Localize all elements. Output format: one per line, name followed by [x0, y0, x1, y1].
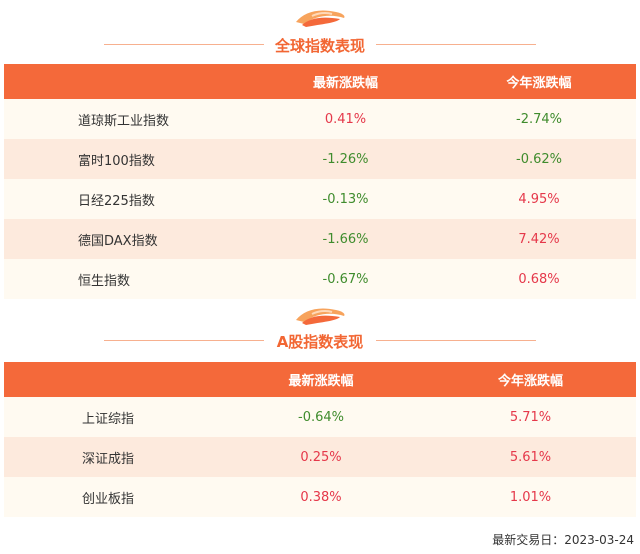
column-header-ytd: 今年涨跌幅	[442, 64, 636, 99]
index-name-cell: 日经225指数	[4, 179, 249, 219]
latest-change-cell: 0.25%	[217, 437, 425, 477]
index-name-cell: 恒生指数	[4, 259, 249, 299]
table-header-row: 最新涨跌幅 今年涨跌幅	[4, 362, 636, 397]
table-row: 深证成指 0.25% 5.61%	[4, 437, 636, 477]
latest-change-cell: -0.64%	[217, 397, 425, 437]
global-index-header: 全球指数表现	[4, 0, 636, 55]
column-header-ytd: 今年涨跌幅	[425, 362, 636, 397]
latest-change-cell: -0.67%	[249, 259, 442, 299]
ytd-change-cell: 0.68%	[442, 259, 636, 299]
global-index-title: 全球指数表现	[274, 37, 365, 55]
index-name-cell: 深证成指	[4, 437, 217, 477]
title-divider-left	[104, 340, 264, 341]
index-name-cell: 上证综指	[4, 397, 217, 437]
index-name-cell: 创业板指	[4, 477, 217, 517]
ytd-change-cell: 5.71%	[425, 397, 636, 437]
title-divider-right	[376, 340, 536, 341]
latest-change-cell: -1.66%	[249, 219, 442, 259]
ytd-change-cell: 4.95%	[442, 179, 636, 219]
latest-change-cell: 0.38%	[217, 477, 425, 517]
table-row: 日经225指数 -0.13% 4.95%	[4, 179, 636, 219]
latest-change-cell: -0.13%	[249, 179, 442, 219]
table-header-row: 最新涨跌幅 今年涨跌幅	[4, 64, 636, 99]
title-divider-right	[376, 44, 536, 45]
global-index-table: 最新涨跌幅 今年涨跌幅 道琼斯工业指数 0.41% -2.74% 富时100指数 -1.…	[4, 64, 636, 299]
orange-swirl-logo-icon	[296, 308, 345, 325]
index-name-cell: 德国DAX指数	[4, 219, 249, 259]
table-row: 富时100指数 -1.26% -0.62%	[4, 139, 636, 179]
column-header-latest: 最新涨跌幅	[217, 362, 425, 397]
index-name-cell: 道琼斯工业指数	[4, 99, 249, 139]
column-header-name	[4, 64, 249, 99]
ashare-index-header: A股指数表现	[4, 300, 636, 351]
table-row: 德国DAX指数 -1.66% 7.42%	[4, 219, 636, 259]
index-name-cell: 富时100指数	[4, 139, 249, 179]
column-header-latest: 最新涨跌幅	[249, 64, 442, 99]
ytd-change-cell: -2.74%	[442, 99, 636, 139]
table-row: 上证综指 -0.64% 5.71%	[4, 397, 636, 437]
orange-swirl-logo-icon	[296, 10, 345, 27]
ytd-change-cell: 5.61%	[425, 437, 636, 477]
ashare-index-title: A股指数表现	[276, 333, 364, 351]
latest-change-cell: 0.41%	[249, 99, 442, 139]
latest-change-cell: -1.26%	[249, 139, 442, 179]
ytd-change-cell: 1.01%	[425, 477, 636, 517]
title-divider-left	[104, 44, 264, 45]
ashare-index-table: 最新涨跌幅 今年涨跌幅 上证综指 -0.64% 5.71% 深证成指 0.25% 5.61…	[4, 362, 636, 517]
table-row: 创业板指 0.38% 1.01%	[4, 477, 636, 517]
table-row: 道琼斯工业指数 0.41% -2.74%	[4, 99, 636, 139]
column-header-name	[4, 362, 217, 397]
last-trading-date: 最新交易日：2023-03-24	[492, 533, 634, 547]
table-row: 恒生指数 -0.67% 0.68%	[4, 259, 636, 299]
ytd-change-cell: -0.62%	[442, 139, 636, 179]
ytd-change-cell: 7.42%	[442, 219, 636, 259]
